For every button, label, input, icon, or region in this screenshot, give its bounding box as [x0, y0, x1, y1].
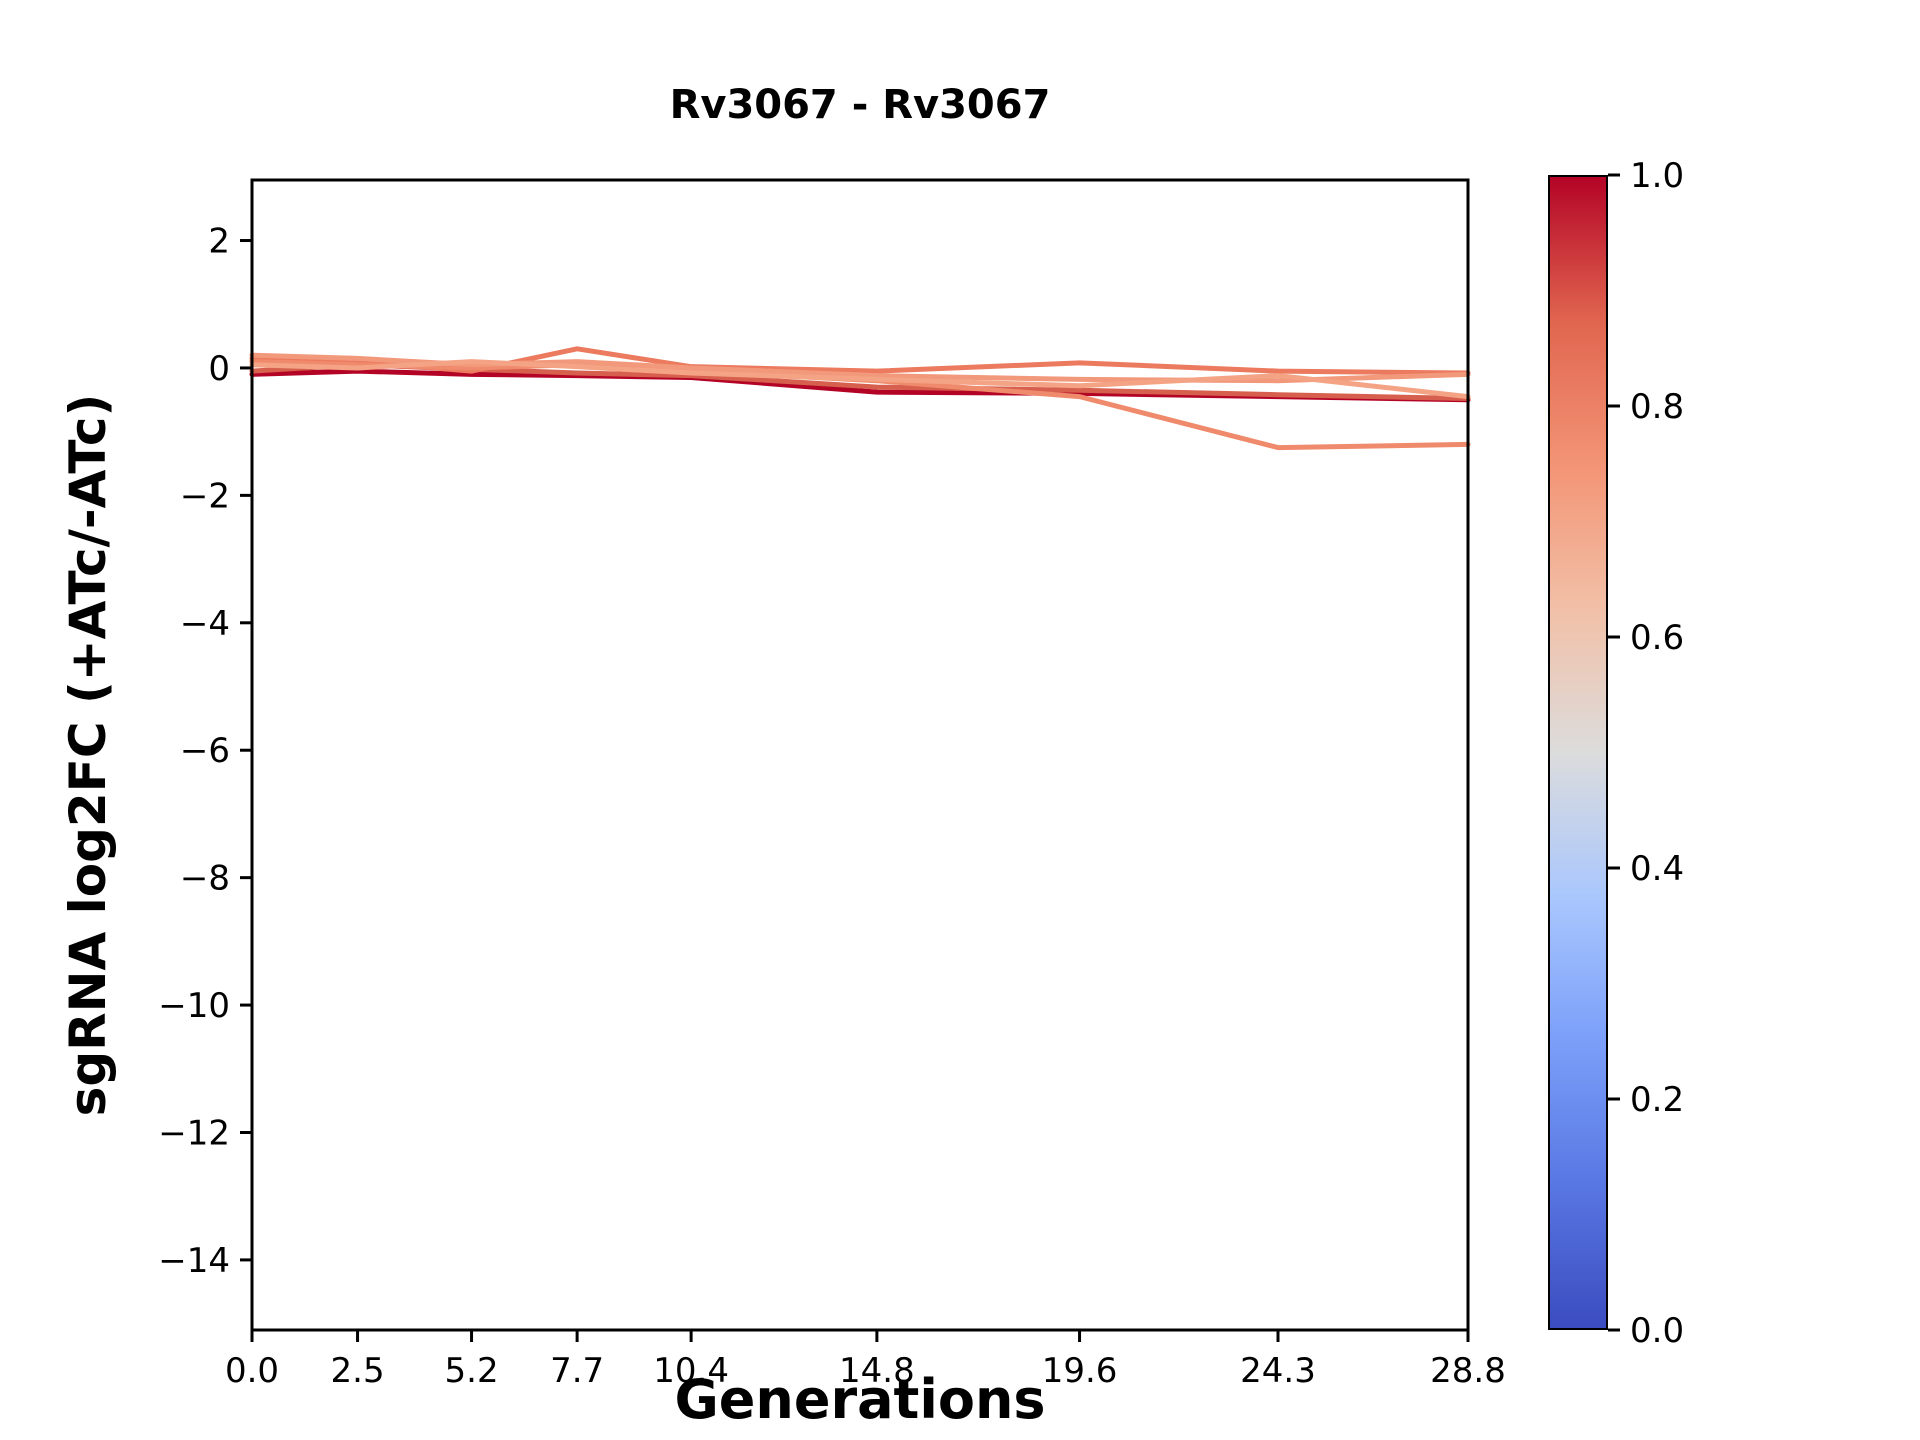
colorbar-tick-label: 0.2 — [1630, 1080, 1684, 1120]
y-tick-label: −14 — [158, 1241, 230, 1281]
y-tick-label: −10 — [158, 986, 230, 1026]
x-tick-label: 7.7 — [550, 1351, 604, 1391]
y-tick-label: −8 — [180, 859, 230, 899]
chart-title: Rv3067 - Rv3067 — [669, 82, 1051, 128]
colorbar — [1548, 175, 1608, 1330]
colorbar-tick-label: 0.6 — [1630, 618, 1684, 658]
y-tick-label: −4 — [180, 604, 230, 644]
y-tick-label: 2 — [208, 222, 230, 262]
colorbar-tick-label: 1.0 — [1630, 156, 1684, 196]
x-tick-label: 0.0 — [225, 1351, 279, 1391]
y-tick-label: −2 — [180, 476, 230, 516]
x-tick-label: 14.8 — [839, 1351, 915, 1391]
colorbar-tick-label: 0.8 — [1630, 387, 1684, 427]
series-line-sgrna-6 — [249, 359, 1471, 400]
x-tick-label: 19.6 — [1042, 1351, 1118, 1391]
y-tick-label: −6 — [180, 731, 230, 771]
y-tick-label: −12 — [158, 1113, 230, 1153]
colorbar-tick-label: 0.4 — [1630, 849, 1684, 889]
x-tick-label: 5.2 — [445, 1351, 499, 1391]
axes-frame — [250, 178, 1470, 1332]
x-tick-label: 10.4 — [653, 1351, 729, 1391]
y-tick-label: 0 — [208, 349, 230, 389]
x-tick-label: 24.3 — [1240, 1351, 1316, 1391]
colorbar-tick-label: 0.0 — [1630, 1311, 1684, 1351]
x-tick-label: 28.8 — [1430, 1351, 1506, 1391]
x-tick-label: 2.5 — [331, 1351, 385, 1391]
x-axis-label: Generations — [674, 1368, 1046, 1431]
